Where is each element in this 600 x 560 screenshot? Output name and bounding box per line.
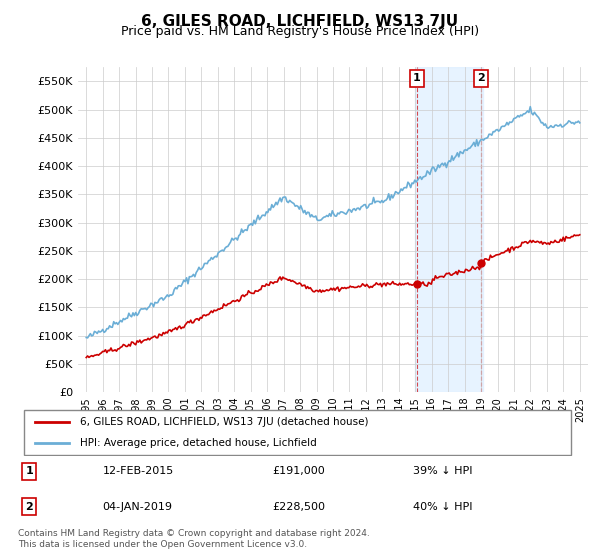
Text: HPI: Average price, detached house, Lichfield: HPI: Average price, detached house, Lich… bbox=[80, 438, 317, 448]
Text: 04-JAN-2019: 04-JAN-2019 bbox=[103, 502, 173, 512]
Text: 1: 1 bbox=[413, 73, 421, 83]
Text: £228,500: £228,500 bbox=[272, 502, 325, 512]
Text: 6, GILES ROAD, LICHFIELD, WS13 7JU (detached house): 6, GILES ROAD, LICHFIELD, WS13 7JU (deta… bbox=[80, 417, 368, 427]
FancyBboxPatch shape bbox=[23, 410, 571, 455]
Text: £191,000: £191,000 bbox=[272, 466, 325, 476]
Text: 12-FEB-2015: 12-FEB-2015 bbox=[103, 466, 174, 476]
Text: Contains HM Land Registry data © Crown copyright and database right 2024.
This d: Contains HM Land Registry data © Crown c… bbox=[18, 529, 370, 549]
Text: 6, GILES ROAD, LICHFIELD, WS13 7JU: 6, GILES ROAD, LICHFIELD, WS13 7JU bbox=[142, 14, 458, 29]
Text: 1: 1 bbox=[25, 466, 33, 476]
Text: 40% ↓ HPI: 40% ↓ HPI bbox=[413, 502, 472, 512]
Bar bbox=[415, 67, 483, 392]
Text: 2: 2 bbox=[477, 73, 485, 83]
Text: 39% ↓ HPI: 39% ↓ HPI bbox=[413, 466, 472, 476]
Text: 2: 2 bbox=[25, 502, 33, 512]
Text: Price paid vs. HM Land Registry's House Price Index (HPI): Price paid vs. HM Land Registry's House … bbox=[121, 25, 479, 38]
